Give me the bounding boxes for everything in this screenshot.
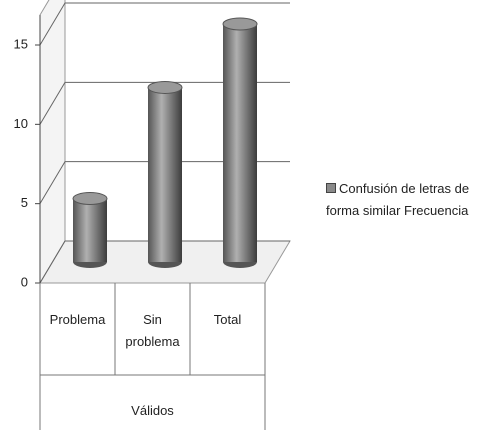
x-tick-label: Sin problema [125,312,180,349]
x-tick-label: Problema [49,312,106,327]
y-tick-label: 5 [21,195,28,210]
legend: Confusión de letras de forma similar Fre… [326,178,476,222]
bar-top [147,80,183,94]
x-group-label: Válidos [131,403,174,418]
grid-line [39,240,290,284]
back-wall [39,0,66,285]
y-tick-label: 0 [21,274,28,289]
bar-top [72,192,108,206]
y-tick-label: 10 [14,116,28,131]
grid-line [39,2,290,46]
grid-line [39,81,290,125]
x-tick-label: Total [213,312,242,327]
bar-top [222,17,258,31]
bar [223,24,257,262]
bar [148,87,182,262]
y-tick-label: 15 [14,36,28,51]
legend-swatch [326,183,336,193]
legend-label: Confusión de letras de forma similar Fre… [326,181,470,218]
bar [73,198,107,262]
grid-line [39,161,290,204]
